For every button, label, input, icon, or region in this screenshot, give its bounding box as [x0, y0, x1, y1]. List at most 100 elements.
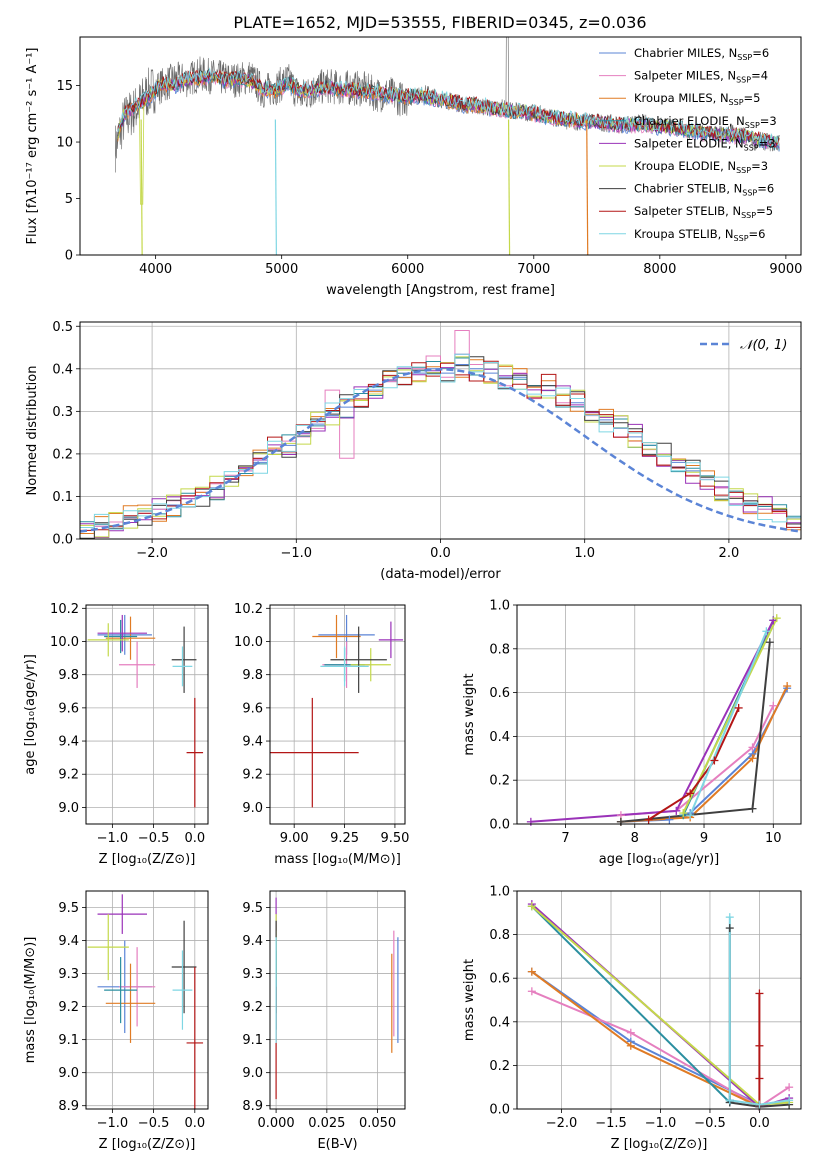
- spectrum-frame: [79, 36, 802, 256]
- massweight-vs-age-ytick-label: 0.4: [489, 730, 510, 745]
- spectrum-ytick-label: 10: [56, 136, 73, 151]
- massweight-vs-Z-xlabel: Z [log₁₀(Z/Z⊙)]: [611, 1137, 708, 1152]
- age-vs-Z-ytick-label: 9.8: [58, 668, 79, 683]
- massweight-vs-age-xtick-label: 9: [700, 831, 708, 846]
- weight-line: [728, 917, 790, 1106]
- legend-subscript: SSP: [736, 166, 751, 175]
- spectrum-xlabel: wavelength [Angstrom, rest frame]: [326, 283, 555, 298]
- massweight-vs-Z-xtick-label: −1.5: [595, 1116, 627, 1131]
- legend-subscript: SSP: [737, 53, 752, 62]
- residuals-xtick-label: 0.0: [430, 546, 451, 561]
- spectrum-xtick-label: 4000: [139, 262, 172, 277]
- massweight-vs-Z-ytick-label: 0.8: [489, 928, 510, 943]
- age-vs-mass-ytick-label: 9.6: [242, 701, 263, 716]
- mass-vs-EBV-xtick-label: 0.000: [257, 1116, 294, 1131]
- spectrum-drop-line: [274, 119, 277, 255]
- mass-vs-Z-xtick-label: −0.5: [138, 1116, 170, 1131]
- mass-vs-Z-xlabel: Z [log₁₀(Z/Z⊙)]: [99, 1137, 196, 1152]
- residuals-xlabel: (data-model)/error: [380, 567, 501, 582]
- mass-vs-EBV-ytick-label: 9.0: [242, 1066, 263, 1081]
- mass-vs-Z-ytick-label: 9.5: [58, 901, 79, 916]
- legend-subscript: SSP: [745, 121, 760, 130]
- spectrum-ylabel: Flux [fλ10⁻¹⁷ erg cm⁻² s⁻¹ A⁻¹]: [25, 48, 40, 245]
- mass-vs-EBV-ytick-label: 9.1: [242, 1033, 263, 1048]
- residuals-plot-area: [80, 322, 801, 539]
- age-vs-Z-ylabel: age [log₁₀(age/yr)]: [23, 654, 38, 775]
- legend-entry: 𝒩(0, 1): [740, 338, 787, 353]
- legend-entry: Salpeter ELODIE, NSSP=3: [634, 136, 776, 152]
- weight-line: [531, 990, 790, 1108]
- weight-line: [648, 707, 740, 821]
- mass-vs-EBV-frame: [269, 890, 406, 1110]
- spectrum-drop-line: [507, 119, 511, 255]
- mass-vs-Z-ytick-label: 8.9: [58, 1099, 79, 1114]
- weight-line: [531, 970, 760, 1106]
- figure-title: PLATE=1652, MJD=53555, FIBERID=0345, z=0…: [233, 13, 646, 32]
- legend-value: =3: [759, 136, 776, 150]
- massweight-vs-Z-ytick-label: 0.0: [489, 1103, 510, 1118]
- age-vs-mass-xtick-label: 9.50: [380, 831, 409, 846]
- age-vs-Z-ytick-label: 9.0: [58, 801, 79, 816]
- histogram-step: [80, 353, 801, 539]
- massweight-vs-age-xtick-label: 8: [631, 831, 639, 846]
- legend-entry: Chabrier ELODIE, NSSP=3: [634, 114, 777, 130]
- massweight-vs-age-xtick-label: 7: [561, 831, 569, 846]
- legend-value: =3: [751, 159, 768, 173]
- legend-entry: Chabrier STELIB, NSSP=6: [634, 182, 774, 198]
- spectrum-ytick-label: 0: [65, 249, 73, 264]
- age-vs-Z-xlabel: Z [log₁₀(Z/Z⊙)]: [99, 852, 196, 867]
- mass-vs-Z-frame: [85, 890, 209, 1110]
- age-vs-mass-frame: [269, 604, 406, 825]
- legend-value: =6: [757, 182, 774, 196]
- age-vs-mass-ytick-label: 9.8: [242, 668, 263, 683]
- spectrum-drop-line: [140, 119, 143, 255]
- legend-value: =3: [760, 114, 777, 128]
- spectrum-xtick-label: 7000: [517, 262, 550, 277]
- mass-vs-EBV-ytick-label: 9.3: [242, 967, 263, 982]
- residuals-ytick-label: 0.3: [52, 405, 73, 420]
- mass-vs-Z-ytick-label: 9.2: [58, 1000, 79, 1015]
- residuals-ytick-label: 0.1: [52, 490, 73, 505]
- massweight-vs-age-ytick-label: 0.2: [489, 774, 510, 789]
- massweight-vs-age-ytick-label: 0.6: [489, 686, 510, 701]
- legend-value: =5: [744, 91, 761, 105]
- weight-line: [689, 630, 768, 816]
- massweight-vs-age-ytick-label: 0.8: [489, 642, 510, 657]
- age-vs-Z-frame: [85, 604, 209, 825]
- legend-entry: Kroupa STELIB, NSSP=6: [634, 227, 765, 243]
- residuals-xtick-label: 1.0: [574, 546, 595, 561]
- age-vs-mass-ytick-label: 9.2: [242, 768, 263, 783]
- massweight-vs-Z-ytick-label: 0.4: [489, 1015, 510, 1030]
- mass-vs-Z-ytick-label: 9.3: [58, 967, 79, 982]
- residuals-ytick-label: 0.0: [52, 533, 73, 548]
- spectrum-xtick-label: 9000: [769, 262, 802, 277]
- mass-vs-EBV-xtick-label: 0.025: [308, 1116, 345, 1131]
- legend-entry: Salpeter MILES, NSSP=4: [634, 69, 768, 85]
- residuals-ytick-label: 0.5: [52, 320, 73, 335]
- age-vs-mass-xtick-label: 9.25: [330, 831, 359, 846]
- massweight-vs-age-frame: [516, 604, 802, 825]
- residuals-xtick-label: −2.0: [136, 546, 168, 561]
- age-vs-mass-xtick-label: 9.00: [280, 831, 309, 846]
- spectrum-drop-line: [586, 119, 589, 255]
- massweight-vs-Z-ylabel: mass weight: [462, 959, 477, 1041]
- spectrum-model-line: [117, 67, 780, 148]
- massweight-vs-age-ytick-label: 0.0: [489, 818, 510, 833]
- mass-vs-EBV-ytick-label: 9.2: [242, 1000, 263, 1015]
- residuals-xtick-label: 2.0: [719, 546, 740, 561]
- mass-vs-Z-ytick-label: 9.0: [58, 1066, 79, 1081]
- spectrum-xtick-label: 6000: [391, 262, 424, 277]
- massweight-vs-Z-xtick-label: −2.0: [546, 1116, 578, 1131]
- massweight-vs-Z-frame: [516, 890, 802, 1110]
- age-vs-mass-ytick-label: 10.0: [234, 635, 263, 650]
- legend-subscript: SSP: [729, 98, 744, 107]
- massweight-vs-Z-xtick-label: 0.0: [749, 1116, 770, 1131]
- residuals-ytick-label: 0.2: [52, 447, 73, 462]
- massweight-vs-age-ytick-label: 1.0: [489, 599, 510, 614]
- age-vs-mass-xlabel: mass [log₁₀(M/M⊙)]: [274, 852, 401, 867]
- legend-subscript: SSP: [744, 143, 759, 152]
- age-vs-mass-ytick-label: 10.2: [234, 602, 263, 617]
- mass-vs-EBV-ytick-label: 9.4: [242, 934, 263, 949]
- residuals-frame: [79, 321, 802, 540]
